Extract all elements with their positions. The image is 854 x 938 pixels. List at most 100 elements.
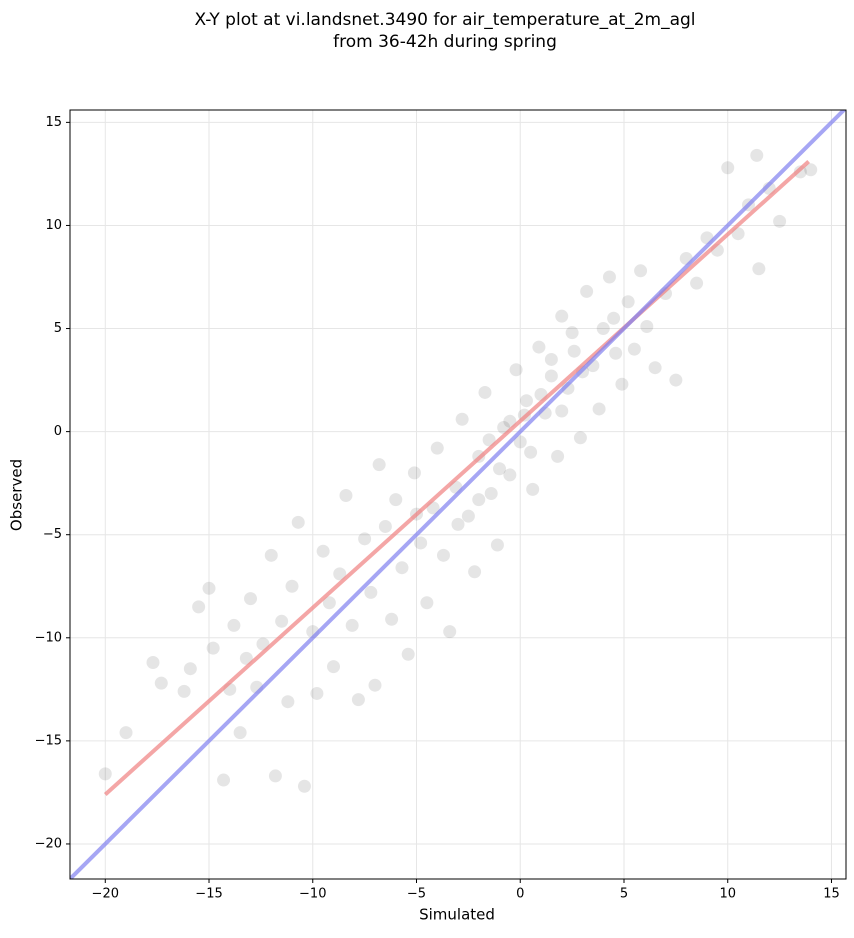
scatter-point <box>264 548 278 562</box>
x-tick-label: −5 <box>407 887 426 902</box>
x-tick-label: −20 <box>92 887 119 902</box>
scatter-point <box>565 326 579 340</box>
scatter-point <box>233 726 247 740</box>
scatter-point <box>484 486 498 500</box>
scatter-point <box>385 612 399 626</box>
scatter-point <box>490 538 504 552</box>
scatter-point <box>244 592 258 606</box>
x-tick-label: 10 <box>719 887 736 902</box>
x-tick-label: 5 <box>620 887 628 902</box>
y-tick-label: 10 <box>45 218 62 233</box>
scatter-point <box>420 596 434 610</box>
scatter-point <box>669 373 683 387</box>
y-axis-label: Observed <box>8 459 26 531</box>
scatter-point <box>327 660 341 674</box>
scatter-point <box>310 686 324 700</box>
y-tick-label: −20 <box>35 836 62 851</box>
scatter-point <box>478 385 492 399</box>
axes-frame <box>69 109 847 880</box>
scatter-point <box>351 693 365 707</box>
scatter-point <box>596 322 610 336</box>
scatter-point <box>526 482 540 496</box>
x-tick-label: 0 <box>516 887 524 902</box>
scatter-point <box>358 532 372 546</box>
x-tick-label: −10 <box>299 887 326 902</box>
scatter-point <box>555 404 569 418</box>
scatter-point <box>275 614 289 628</box>
scatter-point <box>627 342 641 356</box>
scatter-point <box>602 270 616 284</box>
scatter-point <box>146 656 160 670</box>
scatter-point <box>378 519 392 533</box>
scatter-point <box>468 565 482 579</box>
scatter-point <box>607 311 621 325</box>
scatter-point <box>119 726 133 740</box>
x-tick-label: 15 <box>823 887 840 902</box>
scatter-point <box>316 544 330 558</box>
y-tick-label: 5 <box>54 321 62 336</box>
x-axis-label: Simulated <box>419 906 495 924</box>
scatter-point <box>364 585 378 599</box>
scatter-point <box>461 509 475 523</box>
chart-title: from 36-42h during spring <box>333 32 557 52</box>
scatter-point <box>615 377 629 391</box>
y-tick-label: 15 <box>45 115 62 130</box>
scatter-point <box>322 596 336 610</box>
scatter-point <box>509 363 523 377</box>
scatter-point <box>544 352 558 366</box>
fit-line <box>70 110 846 879</box>
scatter-point <box>443 625 457 639</box>
scatter-point <box>291 515 305 529</box>
scatter-point <box>567 344 581 358</box>
scatter-point <box>154 676 168 690</box>
scatter-point <box>524 445 538 459</box>
plot-area <box>70 110 846 879</box>
scatter-point <box>519 394 533 408</box>
scatter-point <box>573 431 587 445</box>
scatter-point <box>217 773 231 787</box>
scatter-point <box>183 662 197 676</box>
scatter-point <box>640 319 654 333</box>
scatter-point <box>804 163 818 177</box>
scatter-point <box>339 489 353 503</box>
chart-title: X-Y plot at vi.landsnet.3490 for air_tem… <box>194 10 695 30</box>
y-tick-label: −5 <box>43 527 62 542</box>
scatter-point <box>407 466 421 480</box>
scatter-point <box>621 295 635 309</box>
scatter-point <box>281 695 295 709</box>
y-tick-label: −10 <box>35 630 62 645</box>
scatter-point <box>555 309 569 323</box>
scatter-point <box>455 412 469 426</box>
scatter-point <box>690 276 704 290</box>
scatter-point <box>192 600 206 614</box>
scatter-point <box>532 340 546 354</box>
scatter-point <box>750 148 764 162</box>
scatter-point <box>503 414 517 428</box>
scatter-point <box>544 369 558 383</box>
scatter-point <box>430 441 444 455</box>
scatter-point <box>513 435 527 449</box>
scatter-point <box>98 767 112 781</box>
scatter-point <box>551 449 565 463</box>
scatter-point <box>752 262 766 276</box>
scatter-point <box>648 361 662 375</box>
scatter-point <box>202 581 216 595</box>
scatter-point <box>239 651 253 665</box>
scatter-point <box>345 618 359 632</box>
scatter-point <box>395 561 409 575</box>
scatter-point <box>503 468 517 482</box>
scatter-point <box>372 458 386 472</box>
scatter-point <box>285 579 299 593</box>
scatter-point <box>580 284 594 298</box>
scatter-point <box>177 684 191 698</box>
scatter-point <box>206 641 220 655</box>
scatter-point <box>436 548 450 562</box>
scatter-point <box>368 678 382 692</box>
scatter-point <box>609 346 623 360</box>
scatter-point <box>482 433 496 447</box>
scatter-point <box>773 214 787 228</box>
scatter-point <box>333 567 347 581</box>
scatter-point <box>401 647 415 661</box>
scatter-point <box>721 161 735 175</box>
